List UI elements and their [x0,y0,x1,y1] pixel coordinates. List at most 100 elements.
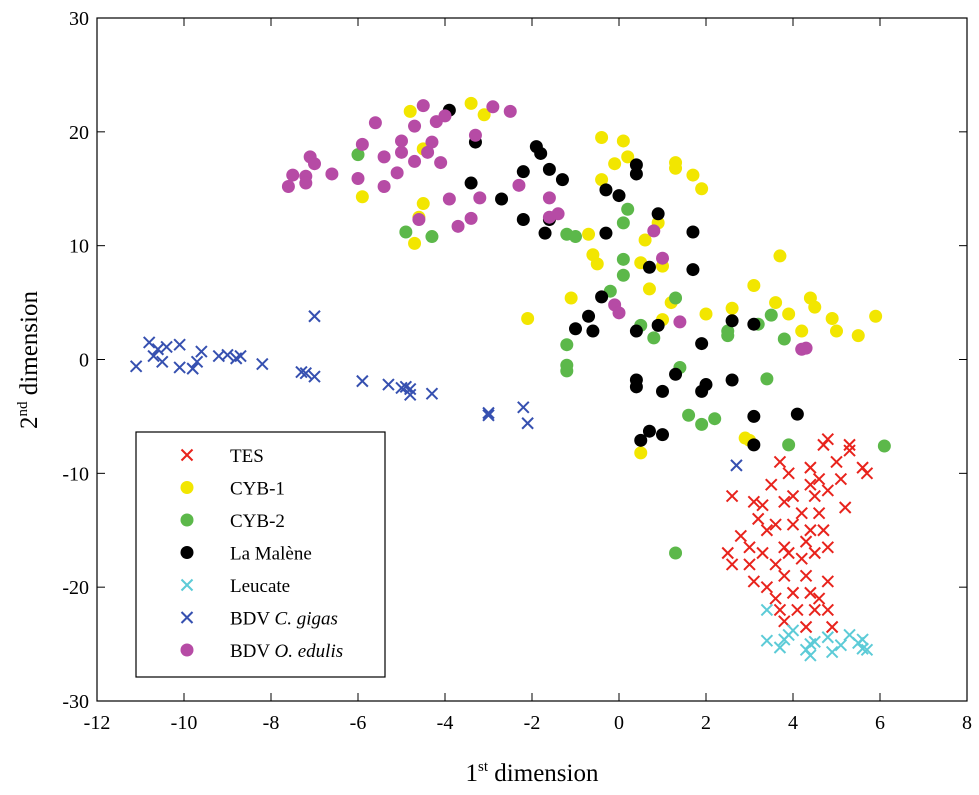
data-point [695,417,709,431]
data-point [699,307,713,321]
x-tick-label: -4 [437,712,454,734]
data-point [173,361,186,374]
data-point [821,603,835,617]
legend-marker [180,513,194,527]
data-point [808,489,821,503]
legend-marker [180,481,194,494]
data-point [621,202,635,216]
data-point [482,409,495,422]
data-point [869,309,883,323]
data-point [860,467,874,480]
data-point [699,378,713,392]
data-point [368,116,382,130]
data-point [395,145,408,159]
data-point [482,406,495,420]
data-point [743,558,756,571]
legend-box [135,431,386,678]
x-tick-label: 2 [701,712,711,734]
data-point [647,331,661,345]
data-point [595,173,609,187]
data-point [812,592,826,605]
data-point [786,489,800,503]
data-point [403,382,417,396]
data-point [416,99,430,113]
data-point [299,366,313,380]
data-point [682,408,696,422]
data-point [856,642,869,655]
data-point [234,349,247,363]
legend-label: BDV C. gigas [230,609,338,630]
data-point [564,291,578,305]
data-point [416,197,430,211]
data-point [586,324,600,338]
data-point [747,438,761,452]
data-point [730,459,743,472]
data-point [808,635,821,649]
data-point [425,387,439,400]
data-point [403,104,417,118]
series-6 [281,99,813,356]
data-point [538,226,552,240]
data-point [825,645,839,659]
data-point [464,96,478,110]
x-tick-label: 4 [788,712,798,734]
data-point [799,620,813,634]
legend-label: Leucate [230,576,290,597]
data-point [542,191,556,205]
data-point [808,603,821,617]
data-point [560,364,574,378]
y-tick-label: -30 [62,691,89,713]
data-point [308,157,321,171]
data-point [777,332,791,346]
data-point [486,100,500,114]
data-point [434,156,448,170]
data-point [756,546,769,560]
data-point [534,146,548,160]
data-point [412,212,426,226]
data-point [356,374,369,388]
data-point [438,109,452,123]
data-point [808,300,822,314]
data-point [834,472,848,486]
data-point [799,341,813,355]
data-point [773,641,787,654]
data-point [612,189,626,203]
data-point [725,301,739,315]
data-point [281,179,295,193]
data-point [791,603,804,617]
data-point [521,312,535,326]
data-point [351,148,365,162]
y-axis-label: 2nd dimension [15,291,43,429]
data-point [686,225,700,239]
data-point [399,225,413,239]
data-point [451,219,465,233]
data-point [656,384,669,398]
data-point [160,340,173,354]
data-point [377,179,391,193]
data-point [551,207,565,221]
data-point [408,119,422,133]
data-point [708,412,722,426]
y-tick-label: 20 [69,122,89,144]
data-point [751,512,765,526]
data-point [804,524,817,537]
data-point [760,524,774,537]
data-point [656,428,669,442]
data-point [786,518,800,531]
data-point [821,575,835,588]
data-point [821,484,835,497]
data-point [442,192,456,206]
data-point [395,134,408,148]
y-tick-label: 0 [79,350,89,372]
data-point [516,212,530,226]
y-tick-label: 30 [69,8,89,30]
legend-marker [180,578,194,592]
data-point [795,324,809,338]
data-point [734,529,748,543]
data-point [821,631,835,644]
data-point [629,158,643,172]
data-point [825,620,839,634]
data-point [747,495,761,508]
series-5 [129,310,743,472]
data-point [778,495,791,508]
